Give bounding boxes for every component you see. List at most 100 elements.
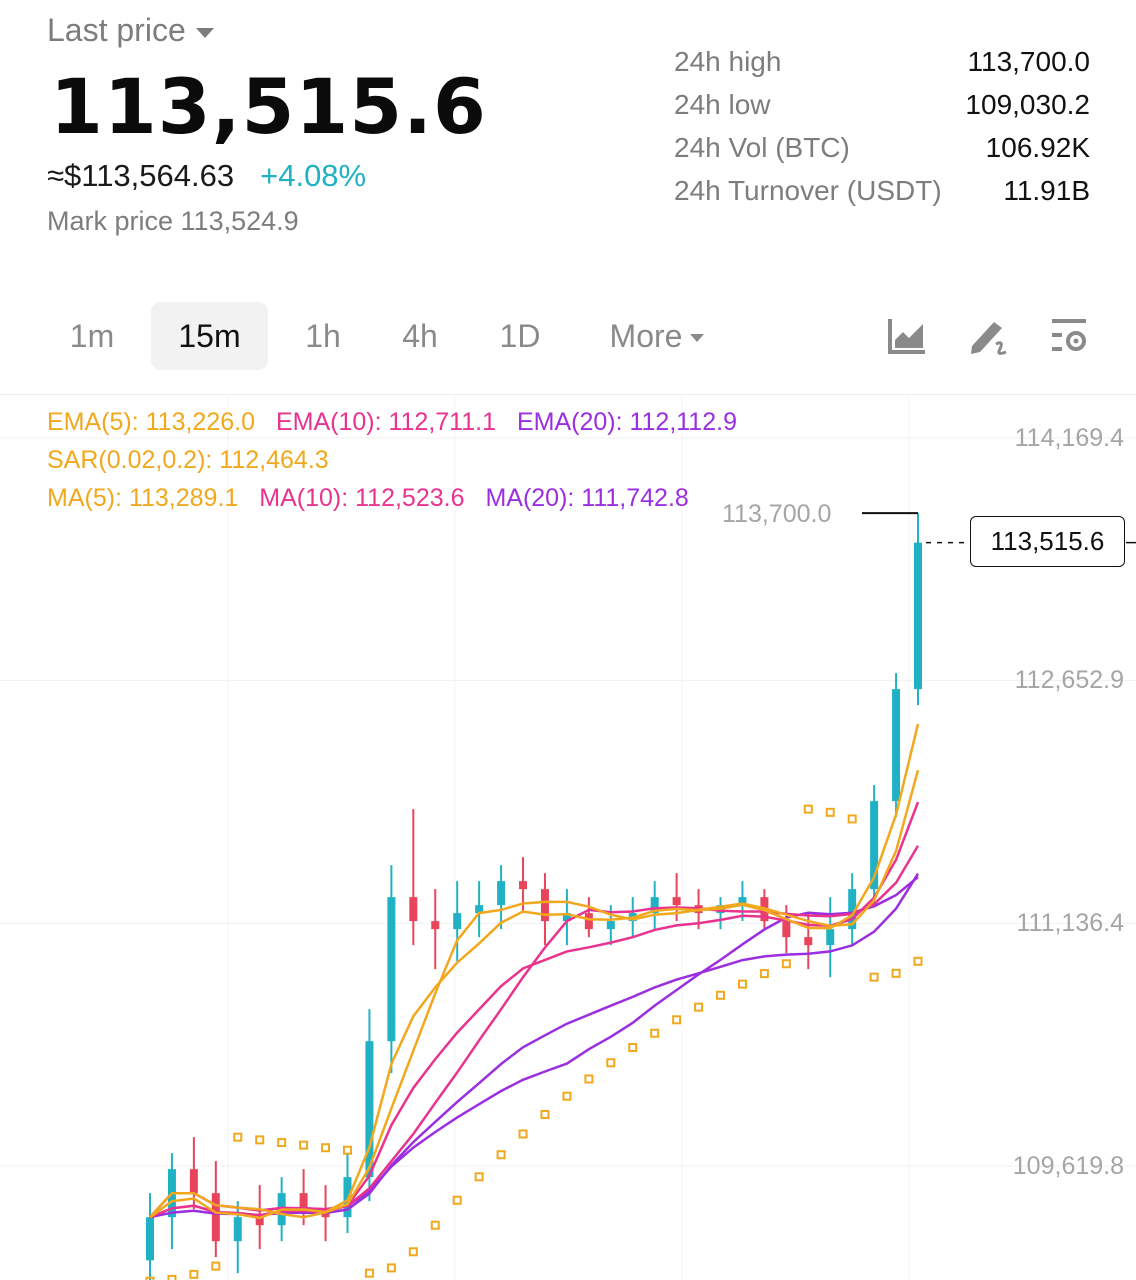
sar-dot <box>518 1129 528 1139</box>
caret-down-icon <box>690 333 705 342</box>
price-axis-label: 109,619.8 <box>1012 1152 1124 1180</box>
ema5-line <box>149 723 920 1220</box>
stat-row-volume: 24h Vol (BTC) 106.92K <box>674 126 1090 169</box>
ma20-value: MA(20): 111,742.8 <box>485 484 689 512</box>
stat-label: 24h high <box>674 45 782 77</box>
price-type-selector[interactable]: Last price <box>47 12 214 49</box>
sar-dot <box>869 972 879 982</box>
sar-dot <box>496 1150 506 1160</box>
sar-dot <box>540 1110 550 1120</box>
sar-dot <box>452 1195 462 1205</box>
mark-price-value: 113,524.9 <box>180 206 299 236</box>
last-price: 113,515.6 <box>50 62 487 151</box>
chart-type-icon[interactable] <box>887 316 927 356</box>
stat-value: 113,700.0 <box>967 45 1091 77</box>
candle-body <box>211 1193 220 1242</box>
drawing-tools-icon[interactable] <box>968 316 1008 356</box>
price-axis-label: 111,136.4 <box>1016 909 1124 937</box>
sar-dot <box>233 1132 243 1142</box>
sar-legend: SAR(0.02,0.2): 112,464.3 <box>47 446 343 475</box>
candle-body <box>365 1041 374 1178</box>
ma10-line <box>149 845 920 1219</box>
ma10-value: MA(10): 112,523.6 <box>259 484 465 512</box>
candle-body <box>826 929 835 946</box>
candle-body <box>804 937 813 946</box>
sar-value: SAR(0.02,0.2): 112,464.3 <box>47 446 329 474</box>
sar-dot <box>189 1269 199 1279</box>
ma5-value: MA(5): 113,289.1 <box>47 484 239 512</box>
timeframe-15m[interactable]: 15m <box>151 302 268 370</box>
candle-body <box>431 921 440 930</box>
candle-body <box>299 1193 308 1210</box>
sar-dot <box>167 1274 177 1280</box>
caret-down-icon <box>195 27 214 38</box>
usd-equivalent: ≈$113,564.63 <box>47 158 235 193</box>
sar-dot <box>211 1261 221 1271</box>
sar-dot <box>847 814 857 824</box>
sar-dot <box>913 956 923 966</box>
ema-legend: EMA(5): 113,226.0 EMA(10): 112,711.1 EMA… <box>47 408 751 437</box>
candle-body <box>519 881 528 890</box>
sar-dot <box>342 1145 352 1155</box>
candle-body <box>540 889 549 922</box>
timeframe-4h[interactable]: 4h <box>402 317 438 354</box>
candle-body <box>782 921 791 938</box>
more-timeframes-button[interactable]: More <box>592 302 722 370</box>
candle-body <box>475 905 484 914</box>
current-price-tag[interactable]: 113,515.6 <box>970 516 1125 567</box>
sar-dot <box>584 1074 594 1084</box>
price-chart[interactable]: EMA(5): 113,226.0 EMA(10): 112,711.1 EMA… <box>0 396 1136 1280</box>
candle-body <box>892 689 901 802</box>
price-type-label: Last price <box>47 12 186 48</box>
timeframe-1h[interactable]: 1h <box>305 317 341 354</box>
divider <box>0 394 1136 395</box>
sar-dot <box>716 990 726 1000</box>
stat-value: 106.92K <box>985 131 1090 163</box>
sar-dot <box>386 1263 396 1273</box>
candle-body <box>584 913 593 930</box>
stat-label: 24h Turnover (USDT) <box>674 174 942 206</box>
stat-label: 24h low <box>674 88 771 120</box>
candle-body <box>255 1217 264 1226</box>
ema5-value: EMA(5): 113,226.0 <box>47 408 255 436</box>
sar-dot <box>672 1015 682 1025</box>
sar-dot <box>650 1028 660 1038</box>
sar-dot <box>277 1138 287 1148</box>
candle-body <box>453 913 462 930</box>
ema10-value: EMA(10): 112,711.1 <box>275 408 496 436</box>
price-change-row: ≈$113,564.63 +4.08% <box>47 158 366 194</box>
sar-dot <box>145 1276 155 1280</box>
ma-legend: MA(5): 113,289.1 MA(10): 112,523.6 MA(20… <box>47 484 703 513</box>
sar-dot <box>321 1143 331 1153</box>
more-label: More <box>609 317 683 354</box>
high-marker-label: 113,700.0 <box>722 500 832 528</box>
price-axis-label: 114,169.4 <box>1014 424 1124 452</box>
mark-price-label: Mark price <box>47 206 174 236</box>
candle-body <box>562 913 571 922</box>
change-percent: +4.08% <box>260 158 367 193</box>
sar-dot <box>562 1091 572 1101</box>
stat-value: 11.91B <box>1003 174 1090 206</box>
sar-dot <box>474 1172 484 1182</box>
candle-body <box>650 897 659 914</box>
chart-toolbar: 1m 15m 1h 4h 1D More <box>0 300 1136 375</box>
candle-body <box>870 801 879 890</box>
timeframe-1m[interactable]: 1m <box>69 317 115 354</box>
candle-body <box>497 881 506 906</box>
candle-body <box>189 1169 198 1194</box>
timeframe-1d[interactable]: 1D <box>499 317 541 354</box>
sar-dot <box>781 959 791 969</box>
candle-body <box>914 542 922 690</box>
sar-dot <box>606 1058 616 1068</box>
sar-dot <box>408 1247 418 1257</box>
stats-panel: 24h high 113,700.0 24h low 109,030.2 24h… <box>674 40 1090 212</box>
candle-body <box>409 897 418 922</box>
candle-body <box>738 897 747 906</box>
sar-dot <box>430 1220 440 1230</box>
price-axis-label: 112,652.9 <box>1014 666 1124 694</box>
sar-dot <box>694 1002 704 1012</box>
candlestick-chart-svg[interactable] <box>0 396 1136 1280</box>
candle-body <box>146 1217 154 1261</box>
sar-dot <box>737 979 747 989</box>
indicator-settings-icon[interactable] <box>1050 316 1090 356</box>
